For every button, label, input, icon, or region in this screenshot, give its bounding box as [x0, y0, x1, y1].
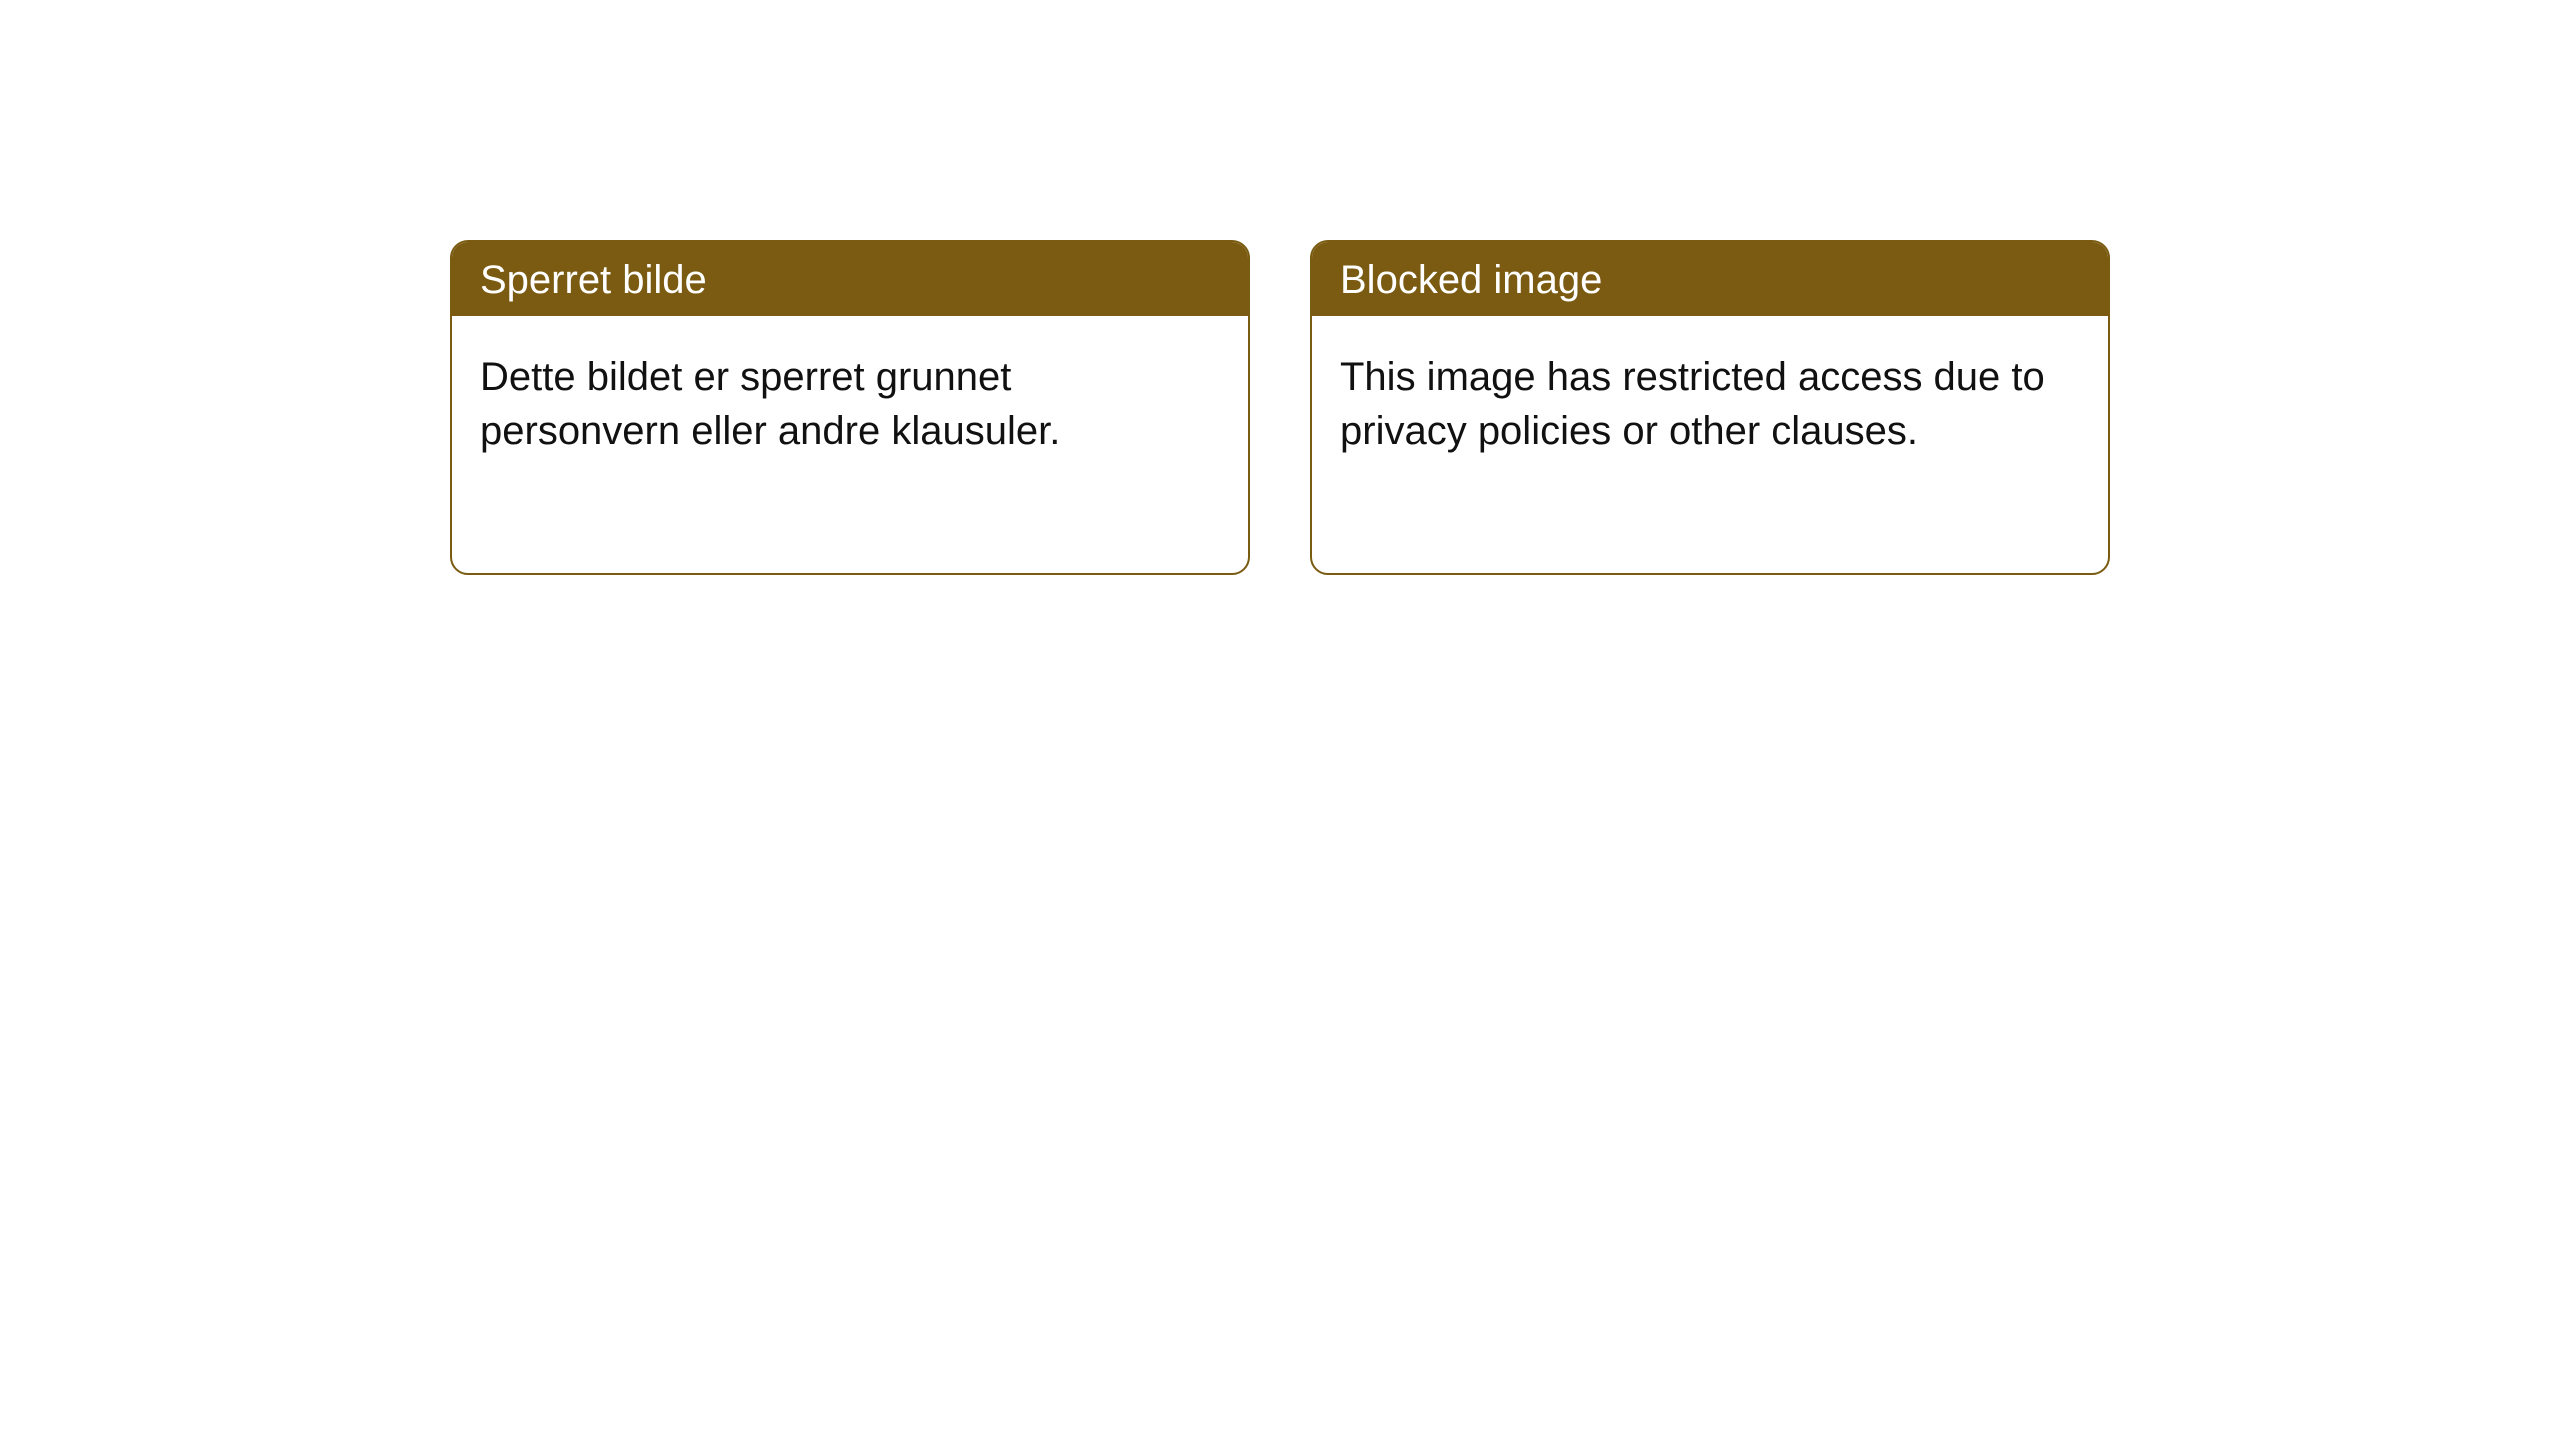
notice-card-message: This image has restricted access due to …: [1340, 355, 2045, 453]
notice-card-header: Blocked image: [1312, 242, 2108, 316]
notice-card-header: Sperret bilde: [452, 242, 1248, 316]
notice-card-title: Sperret bilde: [480, 258, 707, 302]
notice-card-body: This image has restricted access due to …: [1312, 316, 2108, 486]
notice-card-english: Blocked image This image has restricted …: [1310, 240, 2110, 575]
notice-card-body: Dette bildet er sperret grunnet personve…: [452, 316, 1248, 486]
notice-card-title: Blocked image: [1340, 258, 1602, 302]
notice-cards-row: Sperret bilde Dette bildet er sperret gr…: [0, 0, 2560, 575]
notice-card-norwegian: Sperret bilde Dette bildet er sperret gr…: [450, 240, 1250, 575]
notice-card-message: Dette bildet er sperret grunnet personve…: [480, 355, 1060, 453]
